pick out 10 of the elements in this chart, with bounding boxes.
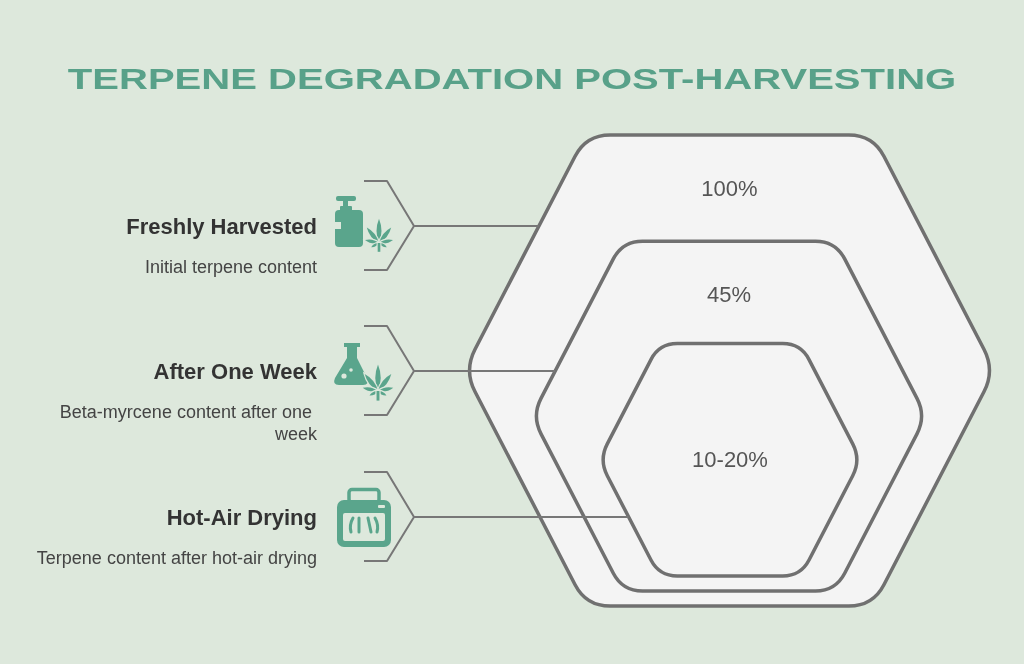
data-label: 100% — [701, 175, 758, 201]
data-label: 10-20% — [692, 447, 768, 473]
category-label: Freshly Harvested — [126, 213, 317, 239]
text: TERPENE DEGRADATION POST-HARVESTING — [67, 61, 957, 95]
data-label: 45% — [706, 281, 752, 307]
category-label: After One Week — [153, 358, 318, 384]
text: Terpene content after hot-air drying — [36, 548, 317, 568]
text: Beta-myrcene content after one week — [59, 402, 318, 444]
text: Initial terpene content — [144, 257, 317, 277]
category-label: Hot-Air Drying — [166, 504, 317, 530]
